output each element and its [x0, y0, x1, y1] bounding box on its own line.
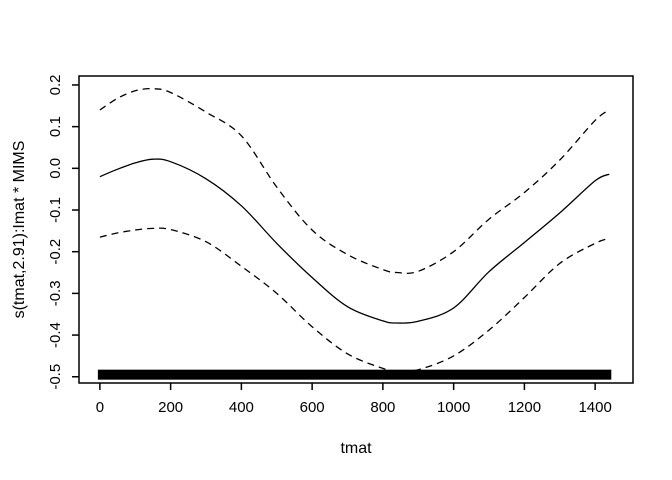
y-tick-label: 0.0 [47, 158, 64, 179]
plot-box [78, 75, 634, 384]
y-tick-label: -0.1 [47, 197, 64, 223]
x-tick-label: 0 [96, 399, 104, 416]
upper-ci-curve [99, 87, 610, 274]
x-tick-label: 800 [370, 399, 395, 416]
x-tick-label: 1200 [508, 399, 541, 416]
y-tick-label: -0.4 [47, 322, 64, 348]
y-axis-title: s(tmat,2.91):Imat * MIMS [11, 141, 28, 319]
x-tick-label: 400 [229, 399, 254, 416]
x-tick-label: 600 [300, 399, 325, 416]
plot-area: 0 200 400 600 800 1000 1200 1400 -0.5 -0.4 -0.3 -0.… [47, 75, 634, 416]
x-tick-label: 1000 [437, 399, 470, 416]
rug-bar [97, 369, 612, 380]
y-tick-label: -0.3 [47, 280, 64, 306]
x-tick-label: 1400 [578, 399, 611, 416]
fit-curve [99, 158, 610, 324]
x-axis-title: tmat [340, 440, 372, 457]
y-tick-label: 0.1 [47, 116, 64, 137]
x-tick-label: 200 [158, 399, 183, 416]
y-tick-label: 0.2 [47, 75, 64, 96]
lower-ci-curve [99, 227, 610, 373]
y-tick-label: -0.2 [47, 239, 64, 265]
y-tick-label: -0.5 [47, 364, 64, 390]
